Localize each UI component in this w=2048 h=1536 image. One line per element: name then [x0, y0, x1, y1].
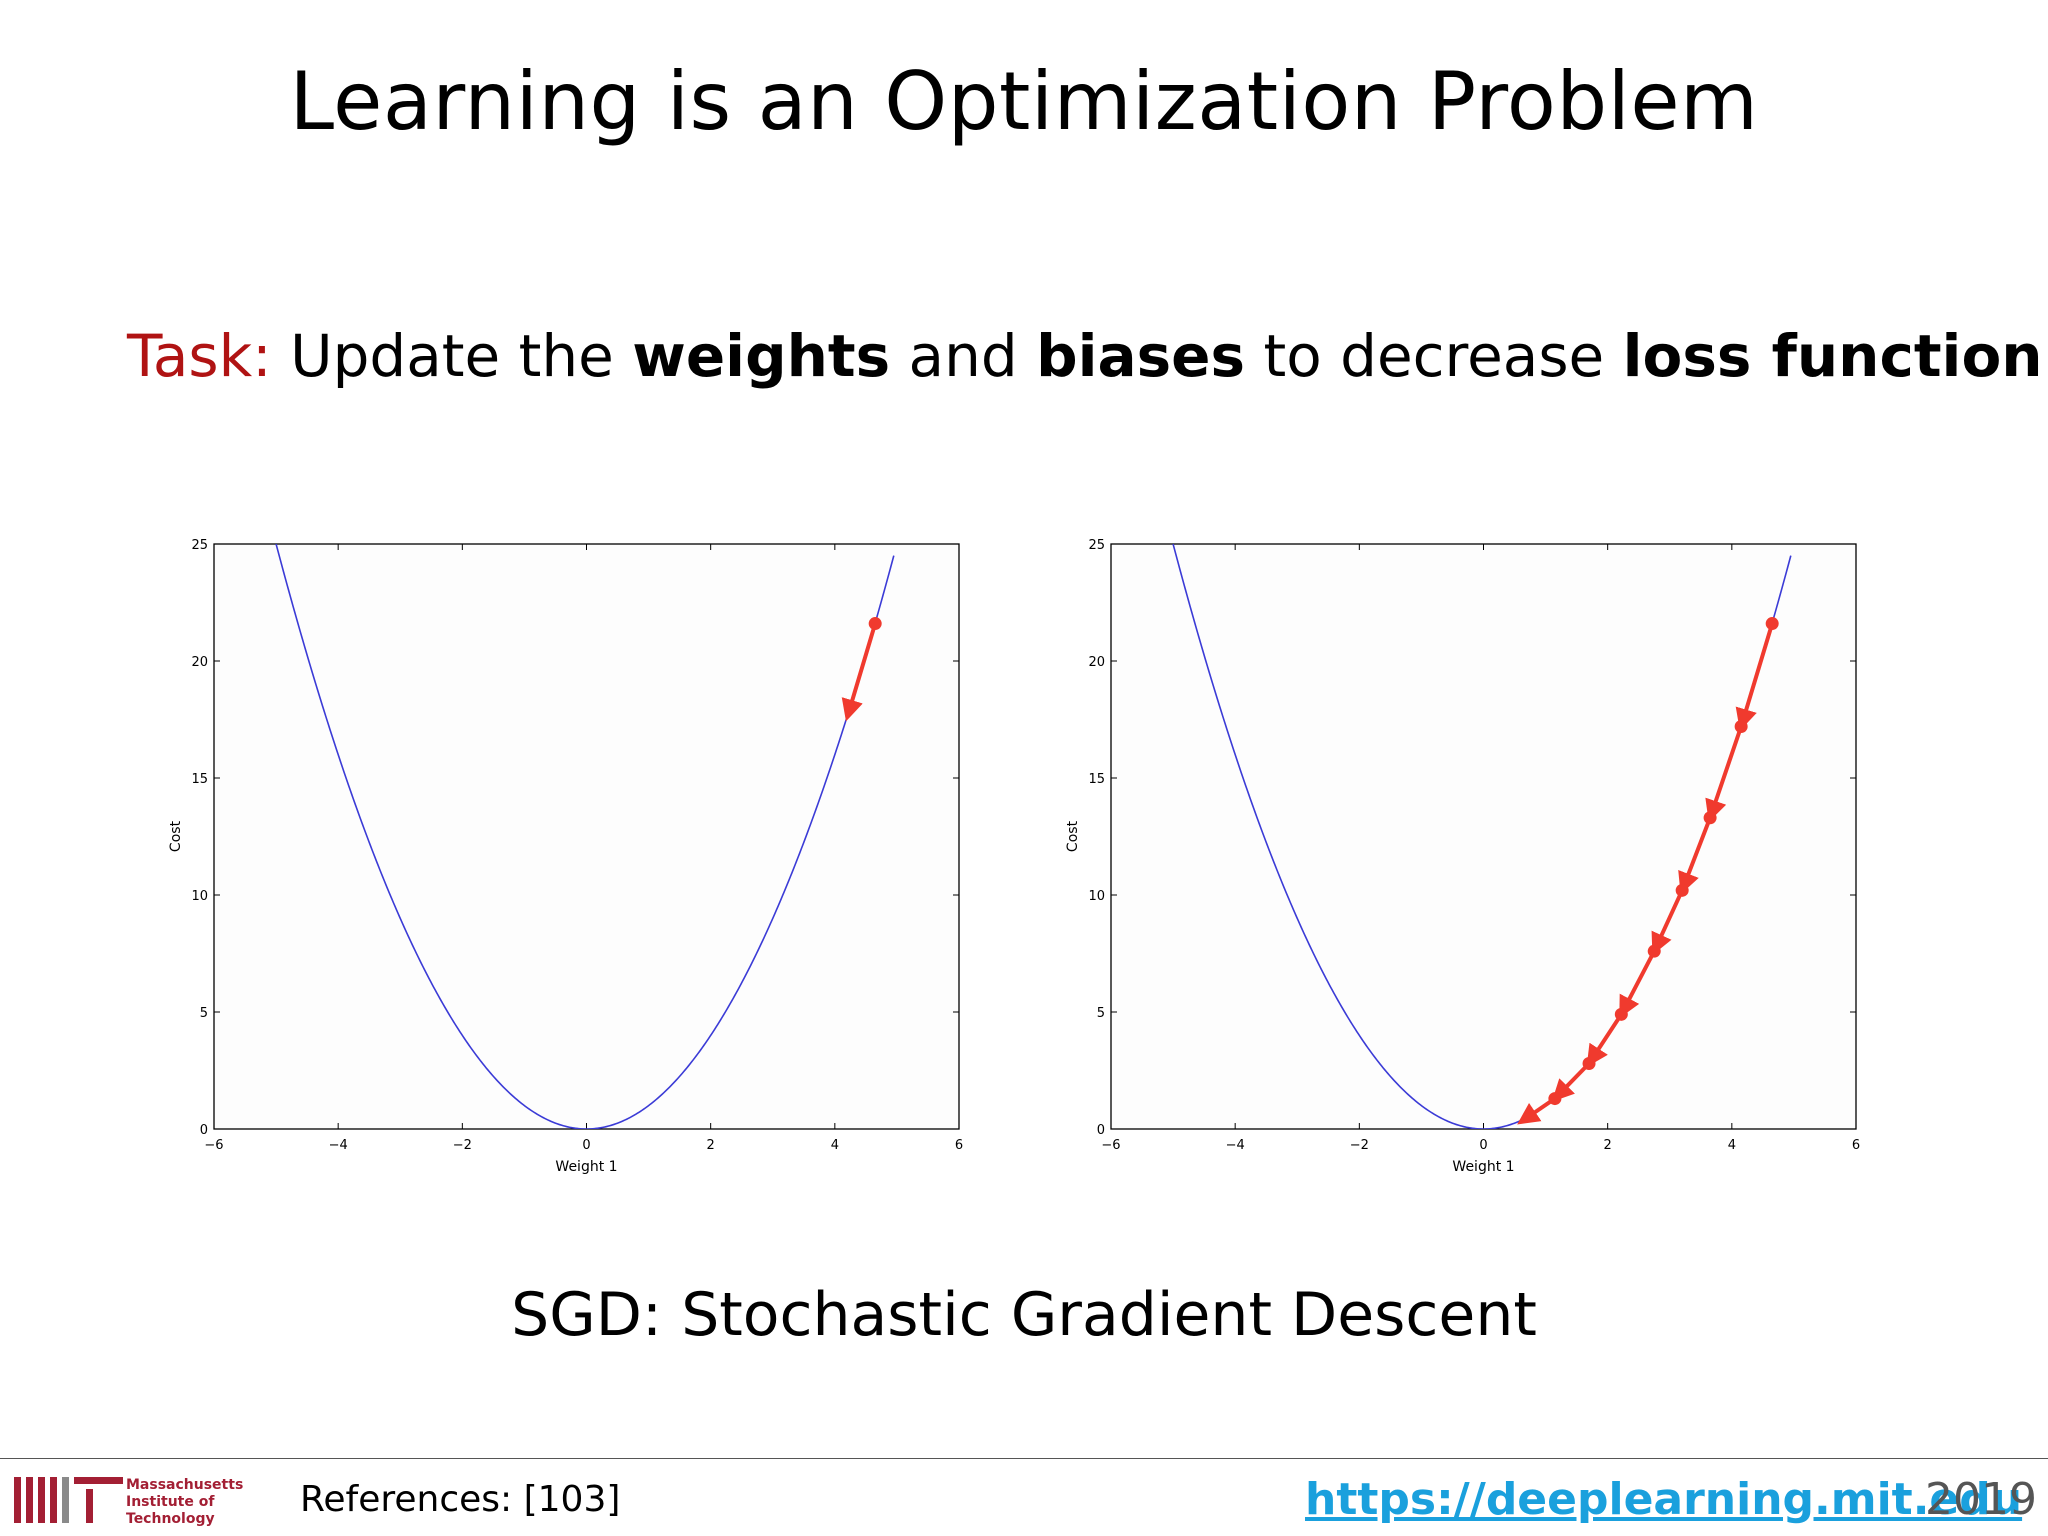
- descent-point: [1548, 1092, 1562, 1106]
- task-text-2: and: [890, 322, 1037, 390]
- y-axis-label: Cost: [168, 820, 184, 852]
- task-weights: weights: [632, 322, 891, 390]
- descent-arrow: [1517, 1096, 1557, 1125]
- x-tick-label: 4: [831, 1138, 839, 1153]
- y-tick-label: 25: [1088, 538, 1105, 553]
- descent-point: [1614, 1007, 1628, 1021]
- x-tick-label: −4: [1226, 1138, 1245, 1153]
- x-tick-label: 6: [955, 1138, 963, 1153]
- cost-curve: [275, 544, 895, 1129]
- x-axis-label: Weight 1: [555, 1159, 617, 1175]
- y-axis-label: Cost: [1065, 820, 1081, 852]
- references: References: [103]: [300, 1479, 621, 1520]
- course-url-link[interactable]: https://deeplearning.mit.edu: [1305, 1474, 2023, 1525]
- x-tick-label: 2: [707, 1138, 715, 1153]
- task-text-1: Update the: [271, 322, 633, 390]
- y-tick-label: 5: [1097, 1006, 1105, 1021]
- descent-arrow: [1705, 725, 1744, 822]
- x-tick-label: −6: [1101, 1138, 1120, 1153]
- y-tick-label: 25: [191, 538, 208, 553]
- descent-point: [1675, 883, 1689, 897]
- descent-arrow: [1586, 1013, 1623, 1068]
- x-tick-label: 6: [1852, 1138, 1860, 1153]
- task-statement: Task: Update the weights and biases to d…: [127, 322, 2043, 390]
- chart-single-step: −6 −4 −2 0 2 4 6 0 5 10 15 20 25 Weight 1 Cost: [168, 538, 963, 1175]
- x-tick-label: 0: [582, 1138, 590, 1153]
- plot-area: [213, 543, 960, 1130]
- y-tick-label: 0: [1097, 1123, 1105, 1138]
- descent-arrow: [841, 622, 878, 722]
- mit-logo: Massachusetts Institute of Technology: [14, 1477, 243, 1527]
- y-tick-label: 15: [191, 772, 208, 787]
- descent-point: [1582, 1056, 1596, 1070]
- x-tick-label: −6: [204, 1138, 223, 1153]
- descent-point: [1765, 617, 1779, 631]
- descent-arrow: [1651, 889, 1684, 956]
- x-axis-label: Weight 1: [1452, 1159, 1514, 1175]
- task-loss-function: loss function: [1622, 322, 2043, 390]
- descent-arrow: [1678, 817, 1712, 895]
- svg-text:Technology: Technology: [126, 1511, 215, 1527]
- descent-point: [1703, 811, 1717, 825]
- x-tick-label: −4: [329, 1138, 348, 1153]
- descent-point: [1734, 720, 1748, 734]
- x-tick-label: 0: [1479, 1138, 1487, 1153]
- x-tick-label: −2: [453, 1138, 472, 1153]
- x-tick-label: 2: [1604, 1138, 1612, 1153]
- y-tick-label: 20: [1088, 655, 1105, 670]
- x-tick-label: −2: [1350, 1138, 1369, 1153]
- descent-point: [868, 617, 882, 631]
- y-tick-label: 10: [1088, 889, 1105, 904]
- svg-text:Massachusetts: Massachusetts: [126, 1477, 243, 1493]
- year-label: 2019: [1925, 1474, 2037, 1525]
- task-biases: biases: [1036, 322, 1246, 390]
- task-text-3: to decrease: [1245, 322, 1623, 390]
- plot-area: [1110, 543, 1857, 1130]
- y-tick-label: 10: [191, 889, 208, 904]
- y-tick-label: 5: [200, 1006, 208, 1021]
- svg-text:Institute of: Institute of: [126, 1494, 215, 1510]
- descent-point: [1647, 944, 1661, 958]
- y-tick-label: 15: [1088, 772, 1105, 787]
- sgd-caption: SGD: Stochastic Gradient Descent: [511, 1280, 1537, 1350]
- footer-divider: [0, 1458, 2048, 1459]
- chart-multi-step: −6 −4 −2 0 2 4 6 0 5 10 15 20 25 Weight 1 Cost: [1065, 538, 1860, 1175]
- slide-title: Learning is an Optimization Problem: [289, 55, 1759, 148]
- y-tick-label: 20: [191, 655, 208, 670]
- y-tick-label: 0: [200, 1123, 208, 1138]
- task-label: Task:: [127, 322, 272, 390]
- descent-arrow: [1619, 950, 1657, 1019]
- descent-arrow: [1551, 1062, 1591, 1102]
- x-tick-label: 4: [1728, 1138, 1736, 1153]
- descent-arrow: [1735, 622, 1775, 731]
